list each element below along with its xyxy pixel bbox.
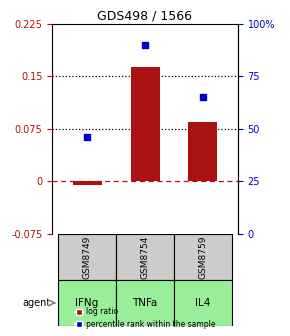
Text: GSM8759: GSM8759 [198, 235, 208, 279]
Text: GSM8754: GSM8754 [140, 235, 150, 279]
Legend: log ratio, percentile rank within the sample: log ratio, percentile rank within the sa… [72, 304, 218, 332]
Text: agent: agent [23, 298, 51, 308]
FancyBboxPatch shape [174, 280, 232, 326]
Bar [188, 122, 218, 181]
Text: IL4: IL4 [195, 298, 211, 308]
Text: TNFa: TNFa [132, 298, 158, 308]
Text: GSM8749: GSM8749 [82, 235, 92, 279]
Point [201, 94, 205, 100]
FancyBboxPatch shape [174, 234, 232, 280]
FancyBboxPatch shape [116, 280, 174, 326]
Bar [130, 67, 160, 181]
Point [143, 42, 147, 47]
Point [85, 134, 89, 140]
Text: IFNg: IFNg [75, 298, 99, 308]
FancyBboxPatch shape [58, 280, 116, 326]
Bar [72, 181, 102, 185]
FancyBboxPatch shape [58, 234, 116, 280]
Title: GDS498 / 1566: GDS498 / 1566 [97, 9, 193, 23]
FancyBboxPatch shape [116, 234, 174, 280]
